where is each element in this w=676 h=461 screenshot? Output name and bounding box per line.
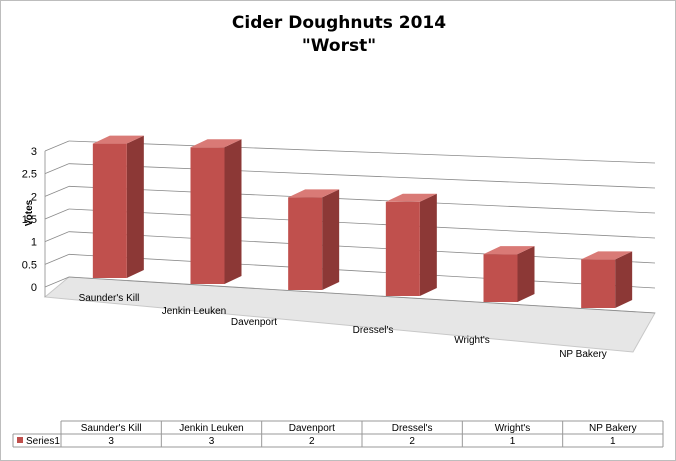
- y-tick-label: 2.5: [22, 169, 37, 181]
- gridline-depth: [44, 185, 70, 197]
- x-axis-labels: Saunder's Kill Jenkin Leuken Davenport Dres…: [79, 293, 607, 360]
- y-tick-label: 1: [31, 237, 37, 249]
- chart-subtitle: "Worst": [302, 36, 376, 56]
- y-tick-label: 0: [31, 282, 37, 294]
- table-value-cell: 2: [409, 436, 415, 447]
- bar-side: [322, 189, 340, 290]
- table-value-cell: 3: [108, 436, 114, 447]
- chart-title: Cider Doughnuts 2014: [232, 13, 446, 33]
- bar-side: [615, 251, 633, 308]
- gridline-depth: [44, 208, 70, 220]
- table-header-cell: Saunder's Kill: [81, 423, 142, 434]
- gridline: [68, 163, 656, 189]
- bar-front: [385, 201, 420, 296]
- chart-floor: [43, 276, 656, 353]
- bar-top: [483, 246, 535, 255]
- x-tick-label: NP Bakery: [559, 349, 607, 360]
- bar-front: [581, 259, 616, 308]
- gridline-depth: [44, 231, 70, 243]
- table-header-cell: Jenkin Leuken: [179, 423, 244, 434]
- table-header-cell: Wright's: [495, 423, 531, 434]
- bar-3: [288, 189, 340, 290]
- gridlines: [44, 140, 656, 314]
- bar-2: [190, 139, 242, 284]
- bar-front: [190, 147, 225, 284]
- table-value-cell: 2: [309, 436, 315, 447]
- gridline: [68, 185, 656, 214]
- table-header-cell: Dressel's: [392, 423, 433, 434]
- bar-6: [581, 251, 633, 308]
- bar-front: [92, 143, 127, 278]
- data-table: Saunder's Kill 3 Jenkin Leuken 3 Davenport 2 D…: [12, 420, 664, 448]
- table-value-cell: 1: [510, 436, 516, 447]
- bar-5: [483, 246, 535, 302]
- gridline-depth: [44, 140, 70, 152]
- y-tick-label: 2: [31, 191, 37, 203]
- legend-key: [17, 437, 23, 443]
- table-header-cell: Davenport: [289, 423, 335, 434]
- gridline: [68, 276, 656, 314]
- bar-front: [288, 197, 323, 290]
- bar-4: [385, 193, 437, 296]
- bar-top: [288, 189, 340, 198]
- x-tick-label: Jenkin Leuken: [162, 306, 227, 317]
- bar-1: [92, 135, 144, 278]
- bar-side: [419, 193, 437, 296]
- table-header-cell: NP Bakery: [589, 423, 637, 434]
- gridline: [68, 140, 656, 164]
- gridline: [68, 231, 656, 264]
- gridline-depth: [44, 253, 70, 265]
- y-axis-ticks: 0 0.5 1 1.5 2 2.5 3: [22, 146, 37, 294]
- y-tick-label: 3: [31, 146, 37, 158]
- gridline: [68, 208, 656, 239]
- table-value-cell: 3: [209, 436, 215, 447]
- y-tick-label: 0.5: [22, 259, 37, 271]
- x-tick-label: Dressel's: [353, 325, 394, 336]
- bars: [92, 135, 633, 308]
- bar-top: [581, 251, 633, 260]
- x-tick-label: Davenport: [231, 317, 277, 328]
- x-tick-label: Wright's: [454, 335, 490, 346]
- floor-plane: [43, 276, 656, 353]
- bar-side: [517, 246, 535, 302]
- bar-side: [224, 139, 242, 284]
- gridline-depth: [44, 163, 70, 175]
- gridline-depth: [44, 276, 70, 288]
- y-tick-label: 1.5: [22, 214, 37, 226]
- bar-top: [92, 135, 144, 144]
- bar-side: [126, 135, 144, 278]
- y-axis-title: Votes: [24, 199, 35, 226]
- legend-series-name: Series1: [26, 436, 60, 447]
- table-value-cell: 1: [610, 436, 616, 447]
- bar-top: [190, 139, 242, 148]
- x-tick-label: Saunder's Kill: [79, 293, 140, 304]
- bar-top: [385, 193, 437, 202]
- bar-front: [483, 254, 518, 302]
- gridline: [68, 253, 656, 289]
